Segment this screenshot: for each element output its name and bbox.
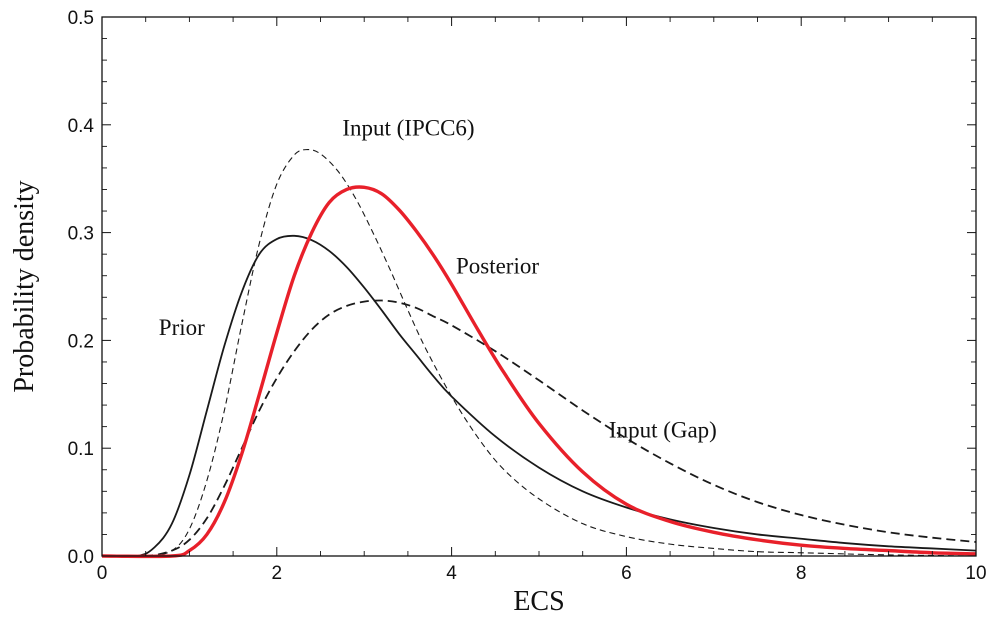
y-tick-label: 0.4: [68, 116, 95, 137]
curve-label: Prior: [159, 315, 205, 340]
x-tick-label: 10: [965, 563, 986, 584]
y-tick-label: 0.3: [68, 224, 94, 245]
y-tick-label: 0.5: [68, 8, 94, 29]
tick-layer: 0 2 4 6 8 10 0.0 0.1 0.2 0.3 0.4 0.5: [68, 8, 987, 584]
x-tick-label: 8: [796, 563, 807, 584]
curve-label: Posterior: [456, 254, 539, 279]
x-axis-title: ECS: [513, 586, 564, 617]
y-tick-label: 0.0: [68, 547, 94, 568]
label-layer: Input (IPCC6) Posterior Prior Input (Gap): [159, 116, 717, 443]
x-tick-label: 2: [272, 563, 283, 584]
curve-label: Input (IPCC6): [342, 116, 474, 141]
x-tick-label: 6: [621, 563, 632, 584]
series-line-input-gap: [101, 299, 977, 558]
y-tick-label: 0.2: [68, 331, 94, 352]
series-line-prior: [101, 234, 977, 558]
series-layer: [101, 149, 977, 559]
x-tick-label: 0: [97, 563, 108, 584]
x-tick-label: 4: [446, 563, 457, 584]
y-tick-label: 0.1: [68, 439, 94, 460]
curve-label: Input (Gap): [609, 417, 717, 442]
series-line-input-ipcc6: [101, 149, 977, 557]
series-line-posterior: [101, 185, 977, 559]
y-axis-title: Probability density: [9, 180, 40, 392]
